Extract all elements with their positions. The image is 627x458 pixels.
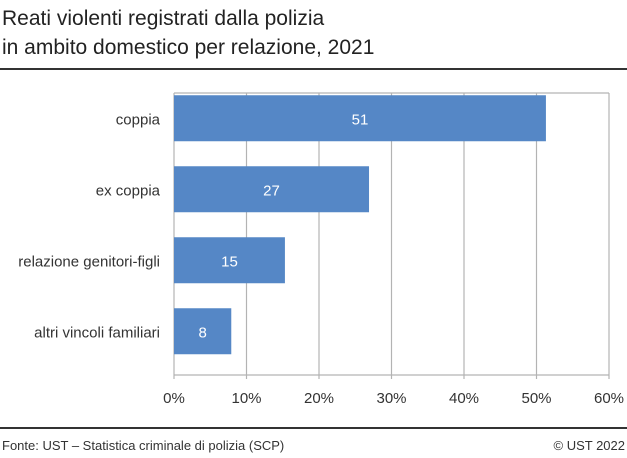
data-label: 27 bbox=[263, 182, 280, 199]
data-label: 8 bbox=[198, 324, 206, 341]
x-tick-label: 20% bbox=[304, 390, 334, 407]
bar bbox=[174, 95, 546, 142]
category-label: ex coppia bbox=[96, 182, 161, 199]
chart-title: Reati violenti registrati dalla polizia … bbox=[2, 4, 374, 62]
x-tick-label: 10% bbox=[231, 390, 261, 407]
category-label: coppia bbox=[116, 111, 161, 128]
top-divider bbox=[0, 68, 627, 70]
x-tick-label: 60% bbox=[594, 390, 624, 407]
x-tick-label: 30% bbox=[376, 390, 406, 407]
x-tick-label: 0% bbox=[163, 390, 185, 407]
x-tick-label: 50% bbox=[521, 390, 551, 407]
x-tick-label: 40% bbox=[449, 390, 479, 407]
data-label: 15 bbox=[221, 253, 238, 270]
title-line-2: in ambito domestico per relazione, 2021 bbox=[2, 36, 375, 59]
source-note: Fonte: UST – Statistica criminale di pol… bbox=[2, 438, 285, 453]
data-label: 51 bbox=[352, 111, 369, 128]
bottom-divider bbox=[0, 427, 627, 429]
title-line-1: Reati violenti registrati dalla polizia bbox=[2, 7, 325, 30]
bar bbox=[174, 308, 232, 355]
bar bbox=[174, 237, 285, 284]
bar bbox=[174, 166, 370, 213]
copyright: © UST 2022 bbox=[553, 438, 626, 453]
category-label: relazione genitori-figli bbox=[18, 253, 160, 270]
category-label: altri vincoli familiari bbox=[34, 324, 160, 341]
